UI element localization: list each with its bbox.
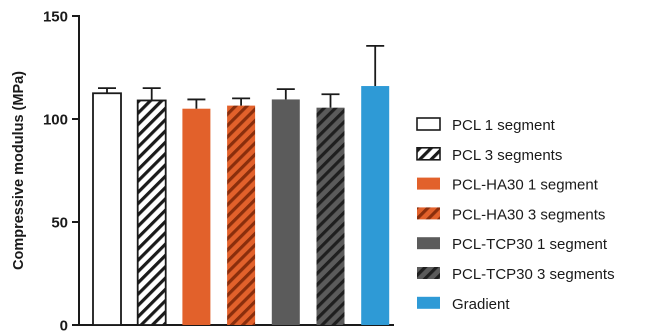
legend-swatch: [417, 267, 440, 279]
bars: [92, 44, 390, 326]
y-tick-label: 50: [51, 215, 68, 232]
legend-swatch: [416, 147, 441, 161]
legend-swatch: [417, 177, 440, 190]
legend-label: PCL 1 segment: [452, 117, 556, 134]
error-bar: [321, 93, 340, 108]
legend-label: Gradient: [452, 296, 510, 313]
legend: PCL 1 segment PCL 3 segments PCL-HA30 1 se…: [416, 117, 615, 313]
y-tick-label: 150: [43, 9, 68, 26]
bar-gradient: [361, 86, 390, 325]
legend-label: PCL-HA30 3 segments: [452, 206, 605, 223]
legend-label: PCL-TCP30 3 segments: [452, 266, 615, 283]
error-bar: [232, 97, 251, 106]
bar-pcl-3-segments: [136, 99, 167, 326]
legend-label: PCL-TCP30 1 segment: [452, 236, 608, 253]
legend-swatch: [417, 207, 440, 220]
legend-label: PCL 3 segments: [452, 147, 562, 164]
error-bar: [187, 98, 206, 109]
legend-swatch: [417, 237, 440, 250]
bar-pcl-tcp30-3-segments: [316, 107, 345, 325]
y-axis-title: Compressive modulus (MPa): [11, 71, 27, 270]
legend-swatch: [416, 117, 441, 131]
bar-pcl-ha30-3-segments: [227, 105, 256, 325]
y-tick-label: 100: [43, 112, 68, 129]
error-bar: [276, 88, 295, 100]
bar-pcl-ha30-1-segment: [182, 108, 211, 325]
y-tick-label: 0: [60, 318, 68, 335]
error-bar: [142, 87, 161, 101]
error-bar: [366, 44, 385, 87]
y-axis: 0 50 100 150: [43, 9, 394, 335]
bar-pcl-tcp30-1-segment: [271, 99, 300, 326]
error-bar: [98, 87, 116, 94]
legend-swatch: [417, 296, 440, 309]
legend-label: PCL-HA30 1 segment: [452, 177, 599, 194]
bar-pcl-1-segment: [92, 92, 122, 326]
